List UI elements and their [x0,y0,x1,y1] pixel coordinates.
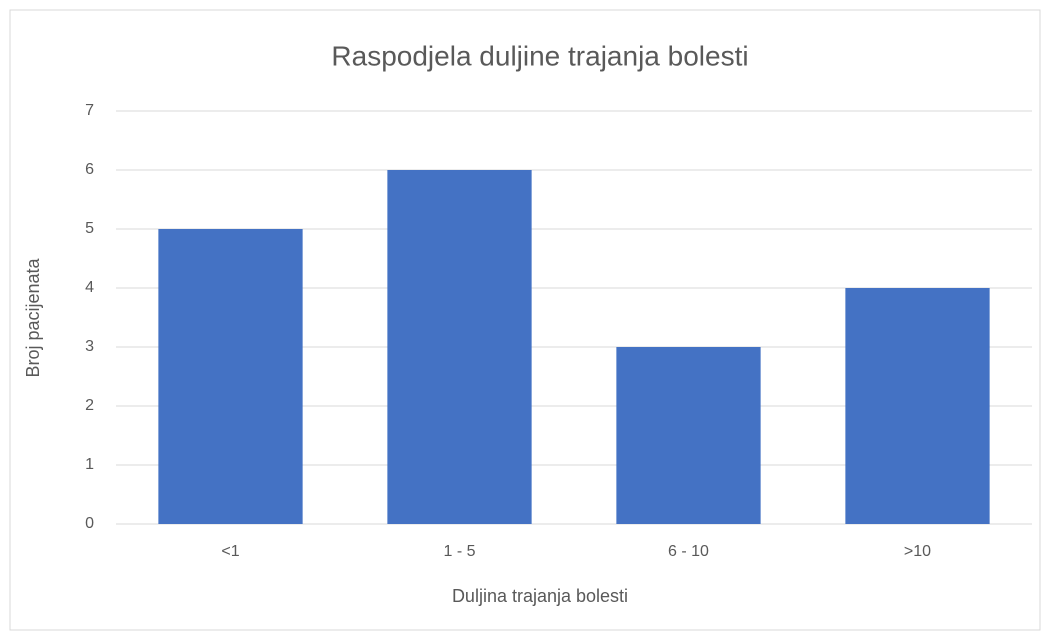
y-axis-label: Broj pacijenata [23,257,43,377]
y-tick-label: 6 [85,161,94,178]
x-tick-label: <1 [221,543,239,560]
x-tick-label: 6 - 10 [668,543,709,560]
y-tick-label: 0 [85,515,94,532]
bar [845,288,990,524]
x-axis-label: Duljina trajanja bolesti [452,586,628,606]
y-tick-label: 4 [85,279,94,296]
y-tick-label: 1 [85,456,94,473]
bar [616,347,761,524]
y-tick-label: 2 [85,397,94,414]
bar [158,229,303,524]
y-tick-label: 3 [85,338,94,355]
chart-title: Raspodjela duljine trajanja bolesti [331,40,748,71]
x-tick-label: 1 - 5 [443,543,475,560]
x-tick-label: >10 [904,543,931,560]
bar [387,170,532,524]
y-tick-label: 7 [85,102,94,119]
y-tick-label: 5 [85,220,94,237]
